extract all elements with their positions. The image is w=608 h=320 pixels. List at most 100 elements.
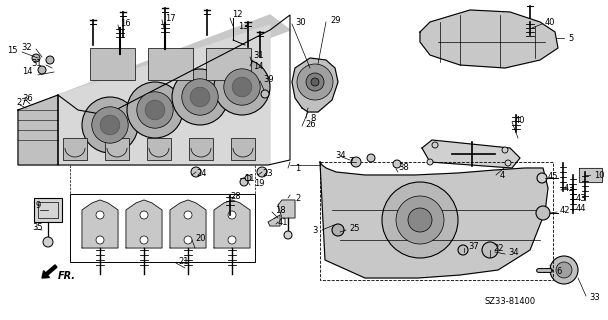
Text: 18: 18 (275, 205, 286, 214)
Text: 30: 30 (295, 18, 306, 27)
Text: 33: 33 (589, 293, 599, 302)
FancyArrow shape (42, 265, 57, 278)
Text: 5: 5 (568, 34, 573, 43)
Circle shape (536, 206, 550, 220)
Text: 35: 35 (32, 222, 43, 231)
Text: 38: 38 (398, 163, 409, 172)
Text: 19: 19 (254, 179, 264, 188)
Text: 3: 3 (313, 226, 318, 235)
Bar (206, 48, 251, 80)
Text: 31: 31 (32, 59, 42, 68)
Text: 44: 44 (576, 204, 587, 212)
Circle shape (502, 147, 508, 153)
Text: 10: 10 (594, 171, 604, 180)
Circle shape (184, 211, 192, 219)
Text: 39: 39 (263, 75, 274, 84)
Text: 32: 32 (21, 43, 32, 52)
Circle shape (306, 73, 324, 91)
Text: 17: 17 (165, 13, 176, 22)
Text: 14: 14 (253, 61, 263, 70)
Circle shape (96, 236, 104, 244)
Bar (63, 138, 87, 160)
Circle shape (82, 97, 138, 153)
Circle shape (261, 90, 269, 98)
Text: 21: 21 (178, 257, 188, 266)
Polygon shape (58, 15, 290, 110)
Polygon shape (58, 25, 270, 165)
Circle shape (245, 175, 251, 181)
Text: 8: 8 (310, 114, 316, 123)
Circle shape (408, 208, 432, 232)
Circle shape (145, 100, 165, 120)
Circle shape (228, 236, 236, 244)
Circle shape (214, 59, 270, 115)
Text: SZ33-81400: SZ33-81400 (485, 298, 536, 307)
Circle shape (32, 54, 40, 62)
Circle shape (46, 56, 54, 64)
Circle shape (367, 154, 375, 162)
Circle shape (100, 115, 120, 135)
Circle shape (184, 236, 192, 244)
Text: 26: 26 (305, 119, 316, 129)
Text: 43: 43 (564, 183, 575, 193)
Circle shape (228, 211, 236, 219)
Text: 20: 20 (195, 234, 206, 243)
Text: 2: 2 (295, 194, 300, 203)
Text: 41: 41 (278, 218, 289, 227)
Text: 42: 42 (560, 205, 570, 214)
Circle shape (556, 262, 572, 278)
Bar (320, 162, 553, 280)
Circle shape (396, 196, 444, 244)
Text: 28: 28 (230, 191, 241, 201)
Text: 34: 34 (336, 150, 346, 159)
Polygon shape (82, 200, 118, 248)
Circle shape (43, 237, 53, 247)
Circle shape (38, 66, 46, 74)
Text: 45: 45 (548, 172, 559, 180)
Text: FR.: FR. (58, 271, 76, 281)
Circle shape (505, 160, 511, 166)
Circle shape (393, 160, 401, 168)
Polygon shape (579, 168, 602, 182)
Circle shape (297, 64, 333, 100)
Polygon shape (214, 200, 250, 248)
Circle shape (382, 182, 458, 258)
Polygon shape (420, 10, 558, 68)
Text: 7: 7 (348, 156, 354, 165)
Circle shape (240, 178, 248, 186)
Bar (231, 138, 255, 160)
Text: 40: 40 (545, 18, 556, 27)
Text: 14: 14 (22, 67, 33, 76)
Text: 29: 29 (330, 15, 340, 25)
Polygon shape (268, 215, 280, 226)
Polygon shape (278, 200, 295, 218)
Text: 27: 27 (16, 98, 27, 107)
Circle shape (332, 224, 344, 236)
Text: 16: 16 (120, 19, 131, 28)
Circle shape (482, 242, 498, 258)
Circle shape (257, 167, 267, 177)
Circle shape (427, 159, 433, 165)
Circle shape (351, 157, 361, 167)
Text: 40: 40 (515, 116, 525, 124)
Text: 36: 36 (22, 93, 33, 102)
Polygon shape (126, 200, 162, 248)
Bar (38, 202, 58, 218)
Circle shape (137, 92, 173, 128)
Circle shape (232, 77, 252, 97)
Circle shape (182, 79, 218, 115)
Bar (148, 48, 193, 80)
Polygon shape (292, 58, 338, 112)
Polygon shape (422, 140, 520, 168)
Text: 4: 4 (500, 171, 505, 180)
Text: 1: 1 (295, 164, 300, 172)
Circle shape (96, 211, 104, 219)
Circle shape (537, 173, 547, 183)
Polygon shape (320, 162, 548, 278)
Bar (70, 194, 255, 262)
Text: 6: 6 (556, 268, 561, 276)
Text: 34: 34 (508, 247, 519, 257)
Text: 37: 37 (468, 242, 478, 251)
Bar (90, 48, 135, 80)
Circle shape (432, 142, 438, 148)
